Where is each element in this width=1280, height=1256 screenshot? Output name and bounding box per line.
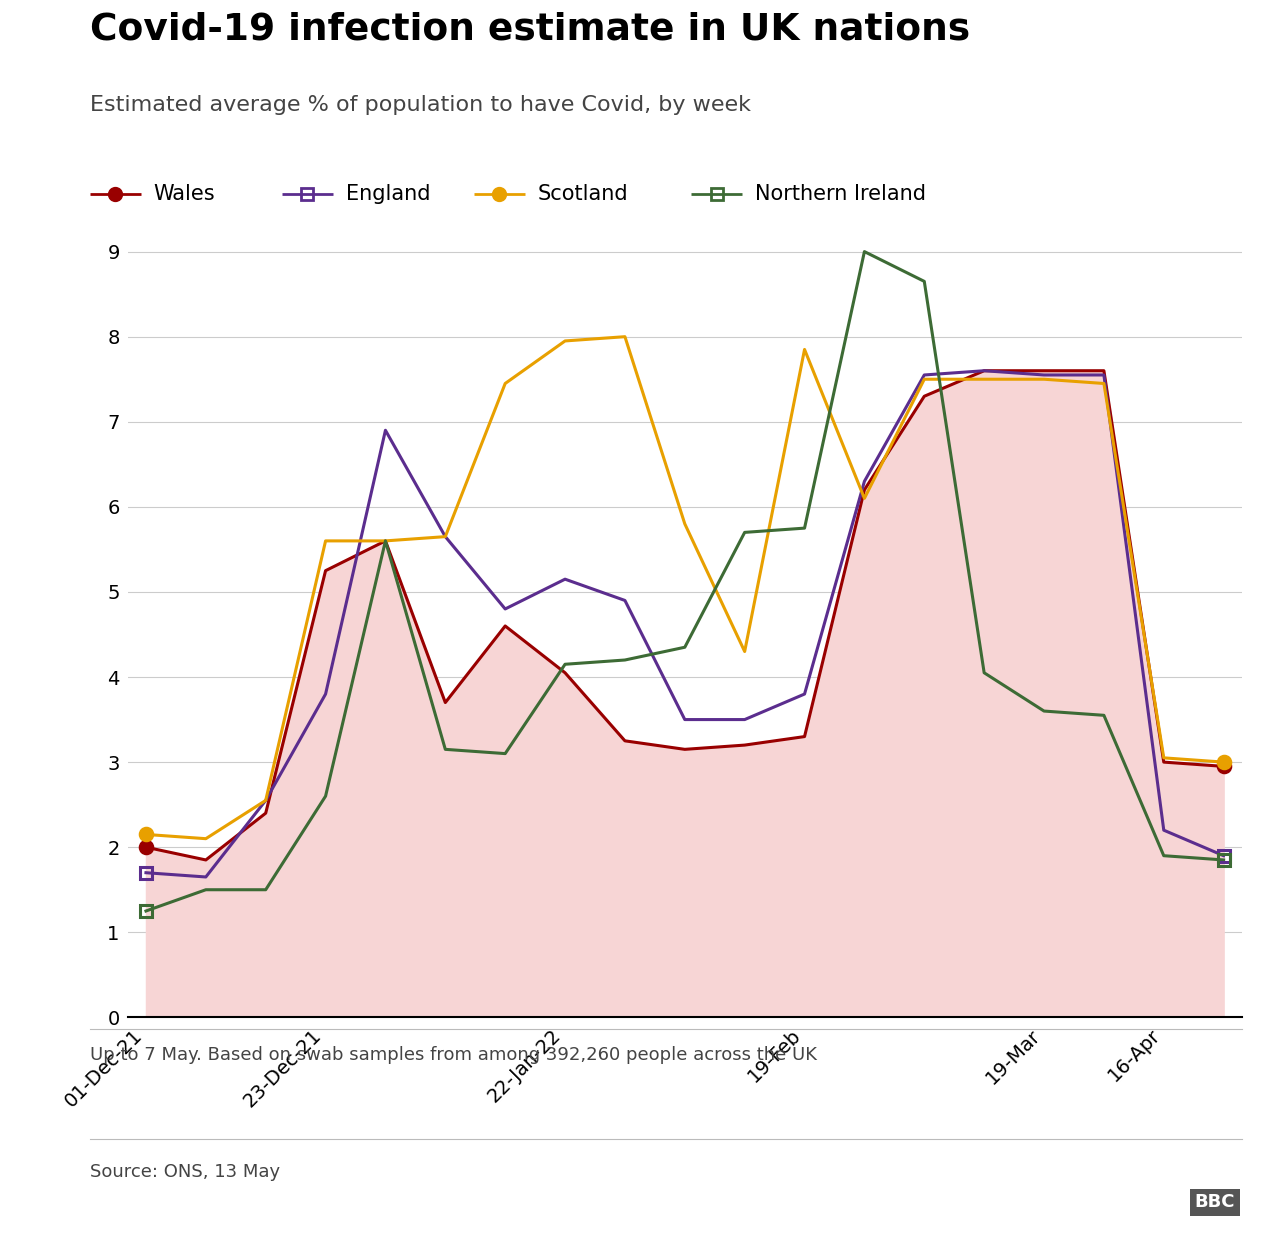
- Text: Covid-19 infection estimate in UK nations: Covid-19 infection estimate in UK nation…: [90, 11, 970, 48]
- Text: England: England: [346, 185, 430, 205]
- Text: Northern Ireland: Northern Ireland: [755, 185, 927, 205]
- Text: Up to 7 May. Based on swab samples from among 392,260 people across the UK: Up to 7 May. Based on swab samples from …: [90, 1046, 817, 1064]
- Text: Estimated average % of population to have Covid, by week: Estimated average % of population to hav…: [90, 95, 750, 116]
- Text: Source: ONS, 13 May: Source: ONS, 13 May: [90, 1163, 280, 1181]
- Text: BBC: BBC: [1194, 1193, 1235, 1211]
- Text: Scotland: Scotland: [538, 185, 628, 205]
- Text: Wales: Wales: [154, 185, 215, 205]
